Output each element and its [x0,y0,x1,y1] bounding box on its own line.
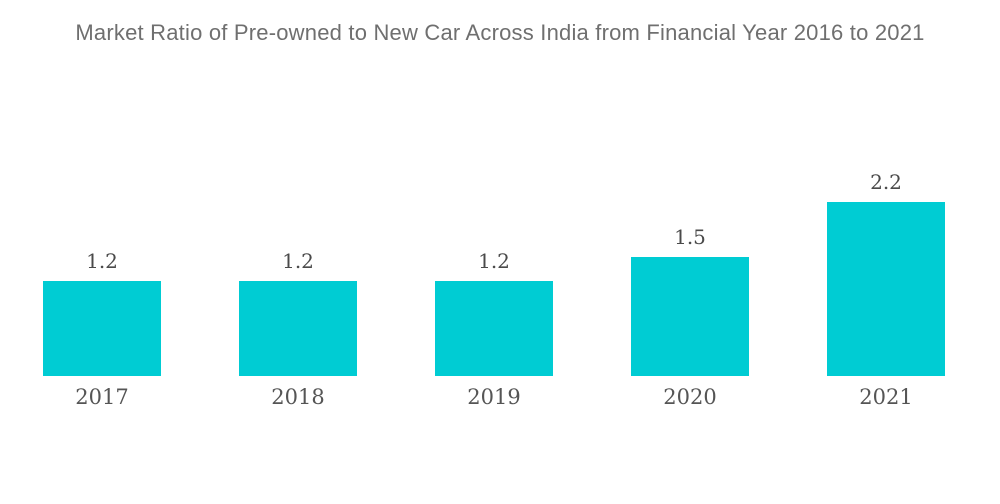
bar-value-label: 1.5 [674,225,706,249]
bar-2020 [631,257,749,376]
bar-group-2019: 1.2 2019 [435,250,553,408]
bar-group-2020: 1.5 2020 [631,226,749,408]
bar-2021 [827,202,945,376]
bar-2018 [239,281,357,376]
x-axis-tick-label-2021: 2021 [859,385,913,409]
bar-value-label: 2.2 [870,170,902,194]
bar-group-2017: 1.2 2017 [43,250,161,408]
x-axis-tick-label-2019: 2019 [467,385,521,409]
bar-2019 [435,281,553,376]
chart-title: Market Ratio of Pre-owned to New Car Acr… [75,20,925,45]
bar-value-label: 1.2 [478,249,510,273]
bar-plot: 1.2 2017 1.2 2018 1.2 2019 1.5 2020 2.2 2021 [43,171,945,408]
bar-value-label: 1.2 [282,249,314,273]
x-axis-tick-label-2018: 2018 [271,385,325,409]
bar-value-label: 1.2 [86,249,118,273]
bar-2017 [43,281,161,376]
x-axis-tick-label-2020: 2020 [663,385,717,409]
bar-group-2018: 1.2 2018 [239,250,357,408]
x-axis-tick-label-2017: 2017 [75,385,129,409]
bar-group-2021: 2.2 2021 [827,171,945,408]
